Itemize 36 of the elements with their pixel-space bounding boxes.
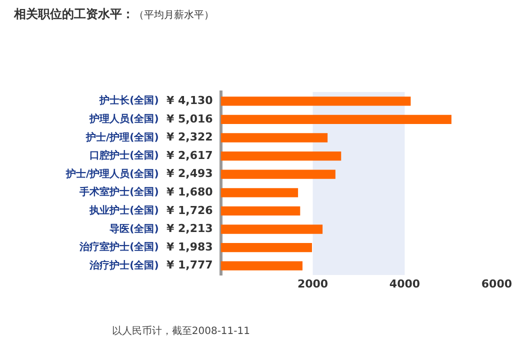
data-label: ¥ 2,493 (166, 167, 213, 180)
x-tick-label: 6000 (481, 277, 512, 290)
bar (220, 96, 411, 106)
y-tick-label: 护士长(全国) (98, 94, 159, 107)
bar (220, 114, 452, 124)
bar (220, 133, 328, 142)
bar (220, 206, 300, 216)
text: 以人民币计，截至2008-11-11 (110, 324, 250, 338)
y-tick-label: 口腔护士(全国) (90, 150, 159, 162)
data-label: ¥ 2,322 (166, 130, 213, 144)
y-tick-label: 护理人员(全国) (88, 113, 159, 126)
y-tick-label: 护士/护理人员(全国) (64, 168, 159, 180)
chart-subtitle: （平均月薪水平） (134, 10, 214, 21)
bar (220, 170, 336, 179)
bar (220, 151, 342, 161)
y-tick-label: 执业护士(全国) (88, 204, 159, 217)
data-label: ¥ 4,130 (166, 94, 214, 108)
data-label: ¥ 1,726 (166, 204, 214, 217)
x-tick-label: 2000 (297, 277, 328, 290)
x-tick-label: 4000 (389, 277, 420, 290)
bar (220, 188, 298, 198)
bar (220, 261, 303, 270)
data-label: ¥ 2,213 (166, 222, 213, 236)
data-label: ¥ 5,016 (166, 112, 214, 126)
data-label: ¥ 1,983 (166, 240, 213, 254)
data-label: ¥ 1,680 (166, 186, 214, 199)
y-tick-label: 手术室护士(全国) (78, 186, 159, 198)
y-tick-label: 治疗室护士(全国) (78, 241, 159, 254)
y-tick-label: 治疗护士(全国) (88, 259, 159, 272)
y-tick-label: 导医(全国) (110, 222, 159, 235)
y-tick-label: 护士/护理(全国) (84, 131, 159, 144)
text: 相关职位的工资水平： (14, 7, 134, 21)
data-label: ¥ 2,617 (166, 148, 213, 162)
bar (220, 224, 323, 234)
data-label: ¥ 1,777 (166, 258, 213, 272)
bar (220, 242, 312, 252)
